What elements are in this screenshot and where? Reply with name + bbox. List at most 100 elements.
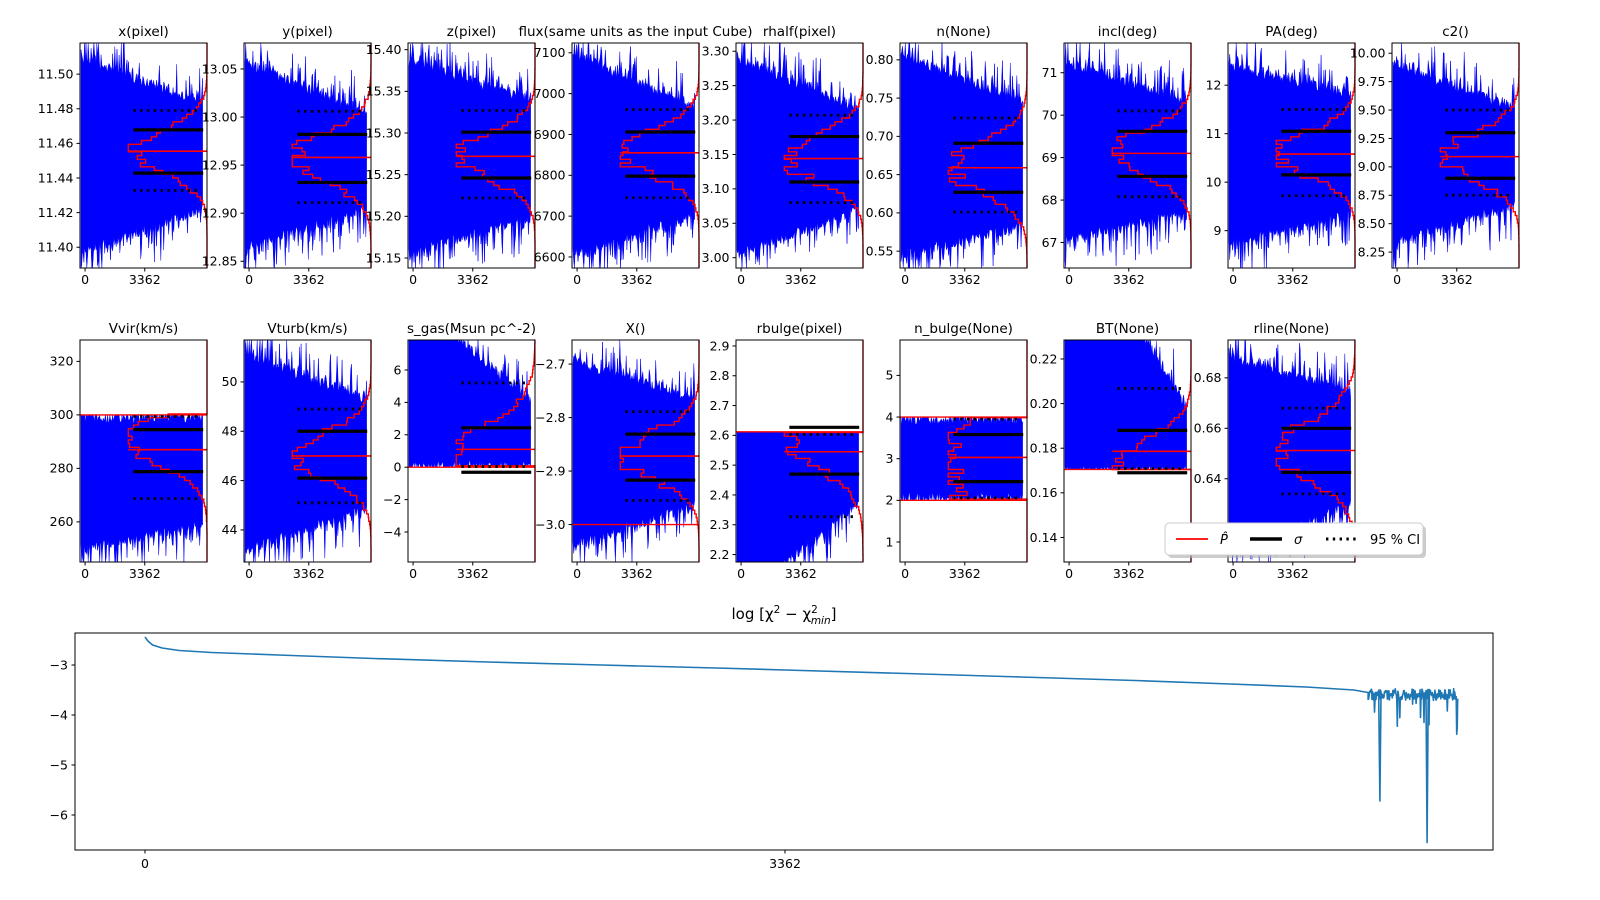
y-tick-label: 0.18 bbox=[1030, 441, 1058, 456]
y-tick-label: 68 bbox=[1042, 192, 1058, 207]
trace-panel-rline-none: 0.64 0.66 0.68 0 3362 rline(None) bbox=[1194, 321, 1356, 581]
y-tick-label: 2.6 bbox=[710, 428, 730, 443]
x-tick-label: 0 bbox=[737, 566, 745, 581]
trace-samples bbox=[80, 413, 203, 563]
panel-title: n_bulge(None) bbox=[914, 321, 1013, 337]
y-tick-label: 8.50 bbox=[1358, 216, 1386, 231]
y-tick-label: 3.30 bbox=[702, 44, 730, 59]
y-tick-label: 0.14 bbox=[1030, 530, 1058, 545]
legend-sigma-label: σ bbox=[1294, 533, 1303, 548]
x-tick-label: 0 bbox=[1065, 566, 1073, 581]
axes-spines bbox=[79, 42, 208, 269]
y-tick-label: 6900 bbox=[534, 127, 566, 142]
y-tick-label: 48 bbox=[222, 424, 238, 439]
y-tick-label: 2.2 bbox=[710, 547, 730, 562]
y-tick-label: 11.50 bbox=[38, 66, 74, 81]
y-tick-label: 0.65 bbox=[866, 167, 894, 182]
axes-spines bbox=[243, 339, 372, 563]
y-tick-label: 15.35 bbox=[366, 84, 402, 99]
chi2-x-tick-label: 3362 bbox=[769, 856, 801, 871]
y-tick-label: 50 bbox=[222, 374, 238, 389]
trace-panel-pa-deg: 9 10 11 12 0 3362 PA(deg) bbox=[1206, 24, 1356, 287]
y-tick-label: 0.66 bbox=[1194, 421, 1222, 436]
axes-spines bbox=[899, 42, 1028, 269]
axes-spines bbox=[1063, 42, 1192, 269]
y-tick-label: 3 bbox=[886, 451, 894, 466]
x-tick-label: 0 bbox=[245, 272, 253, 287]
trace-panel-x-pixel: 11.40 11.42 11.44 11.46 11.48 11.50 0 3362 x(pix… bbox=[38, 24, 208, 287]
y-tick-label: −2 bbox=[383, 492, 401, 507]
y-tick-label: 4 bbox=[394, 395, 402, 410]
x-tick-label: 0 bbox=[81, 272, 89, 287]
y-tick-label: −2.8 bbox=[535, 410, 565, 425]
y-tick-label: −2.9 bbox=[535, 463, 565, 478]
panel-title: incl(deg) bbox=[1098, 24, 1157, 40]
panel-title: z(pixel) bbox=[447, 24, 497, 40]
x-tick-label: 3362 bbox=[293, 566, 325, 581]
trace-samples bbox=[1228, 42, 1351, 269]
trace-samples bbox=[1064, 42, 1187, 269]
trace-samples bbox=[572, 339, 695, 563]
x-tick-label: 0 bbox=[81, 566, 89, 581]
y-tick-label: 15.15 bbox=[366, 250, 402, 265]
trace-panel-incl-deg: 67 68 69 70 71 0 3362 incl(deg) bbox=[1042, 24, 1192, 287]
x-tick-label: 0 bbox=[901, 272, 909, 287]
trace-panel-z-pixel: 15.15 15.20 15.25 15.30 15.35 15.40 0 3362 z(pix… bbox=[366, 24, 536, 287]
y-tick-label: 8.75 bbox=[1358, 188, 1386, 203]
y-tick-label: 3.20 bbox=[702, 112, 730, 127]
y-tick-label: −3.0 bbox=[535, 517, 565, 532]
trace-samples bbox=[900, 416, 1023, 502]
y-tick-label: 2 bbox=[394, 427, 402, 442]
trace-samples bbox=[1064, 339, 1187, 471]
y-tick-label: 7000 bbox=[534, 86, 566, 101]
panel-title: c2() bbox=[1442, 24, 1469, 40]
posterior-curve bbox=[619, 340, 700, 562]
y-tick-label: 0.55 bbox=[866, 243, 894, 258]
trace-samples bbox=[408, 339, 531, 469]
y-tick-label: 15.25 bbox=[366, 167, 402, 182]
x-tick-label: 3362 bbox=[129, 272, 161, 287]
trace-panel-rhalf-pixel: 3.00 3.05 3.10 3.15 3.20 3.25 3.30 0 3362 rhalf(p… bbox=[702, 24, 864, 287]
posterior-curve bbox=[783, 43, 864, 268]
y-tick-label: 0.16 bbox=[1030, 485, 1058, 500]
axes-spines bbox=[407, 42, 536, 269]
x-tick-label: 3362 bbox=[1113, 272, 1145, 287]
y-tick-label: 2.3 bbox=[710, 517, 730, 532]
y-tick-label: 300 bbox=[50, 407, 74, 422]
trace-samples bbox=[408, 42, 531, 269]
y-tick-label: 3.25 bbox=[702, 78, 730, 93]
x-tick-label: 0 bbox=[573, 566, 581, 581]
panel-title: Vvir(km/s) bbox=[109, 321, 179, 337]
y-tick-label: 69 bbox=[1042, 150, 1058, 165]
chi2-curve bbox=[144, 636, 1459, 844]
trace-panel-c2: 8.25 8.50 8.75 9.00 9.25 9.50 9.75 10.00 0 3362 c2… bbox=[1350, 24, 1520, 287]
axes-spines bbox=[735, 339, 864, 563]
y-tick-label: 11.40 bbox=[38, 240, 74, 255]
axes-spines bbox=[243, 42, 372, 269]
y-tick-label: 2.4 bbox=[710, 487, 730, 502]
x-tick-label: 0 bbox=[1393, 272, 1401, 287]
y-tick-label: 8.25 bbox=[1358, 244, 1386, 259]
axes-spines bbox=[79, 339, 208, 563]
y-tick-label: 70 bbox=[1042, 107, 1058, 122]
axes-spines bbox=[1227, 339, 1356, 563]
y-tick-label: 2.8 bbox=[710, 368, 730, 383]
y-tick-label: 6700 bbox=[534, 208, 566, 223]
y-tick-label: 13.00 bbox=[202, 109, 238, 124]
axes-spines bbox=[1063, 339, 1192, 563]
y-tick-label: 0.60 bbox=[866, 205, 894, 220]
y-tick-label: −4 bbox=[383, 524, 401, 539]
panel-title: rline(None) bbox=[1254, 321, 1330, 337]
y-tick-label: 2 bbox=[886, 493, 894, 508]
y-tick-label: 3.05 bbox=[702, 216, 730, 231]
y-tick-label: 11.48 bbox=[38, 101, 74, 116]
axes-spines bbox=[571, 339, 700, 563]
x-tick-label: 3362 bbox=[457, 272, 489, 287]
y-tick-label: 9.25 bbox=[1358, 131, 1386, 146]
y-tick-label: 0.75 bbox=[866, 90, 894, 105]
x-tick-label: 3362 bbox=[621, 272, 653, 287]
chi2-y-tick-label: −3 bbox=[50, 657, 68, 672]
y-tick-label: 2.7 bbox=[710, 398, 730, 413]
x-tick-label: 0 bbox=[901, 566, 909, 581]
